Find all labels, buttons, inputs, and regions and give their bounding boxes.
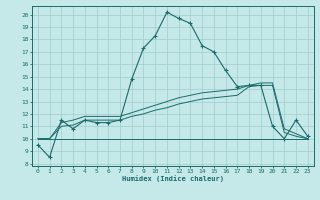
X-axis label: Humidex (Indice chaleur): Humidex (Indice chaleur) [122, 176, 224, 182]
